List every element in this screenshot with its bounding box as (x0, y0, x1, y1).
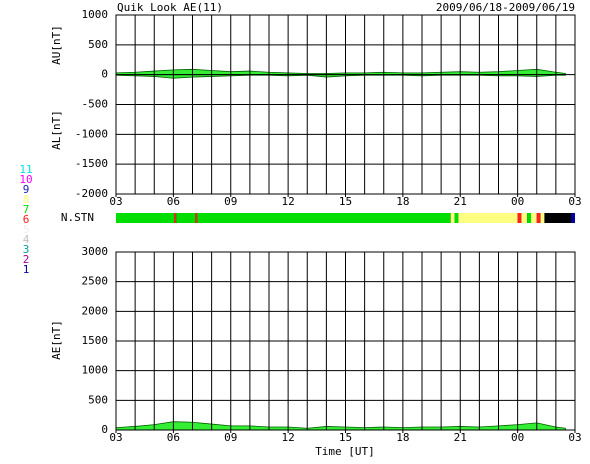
y-tick-label: 500 (88, 38, 108, 51)
station-segment (454, 213, 459, 223)
y-axis-label: AL[nT] (50, 110, 63, 150)
x-tick-label: 21 (454, 195, 467, 208)
legend-entry: 8 (23, 193, 30, 206)
legend-entry: 11 (19, 163, 32, 176)
x-tick-label: 06 (167, 431, 180, 444)
y-tick-label: 1500 (82, 334, 109, 347)
y-tick-label: 1000 (82, 364, 109, 377)
x-tick-label: 12 (282, 431, 295, 444)
y-axis-label: AE[nT] (50, 320, 63, 360)
station-segment (521, 213, 528, 223)
plot-frame (115, 251, 576, 431)
station-segment (176, 213, 196, 223)
station-segment (116, 213, 175, 223)
y-tick-label: 0 (101, 68, 108, 81)
station-segment (527, 213, 532, 223)
station-segment (517, 213, 522, 223)
x-tick-label: 03 (568, 195, 581, 208)
station-segment (531, 213, 537, 223)
legend-entry: 10 (19, 173, 32, 186)
station-segment (195, 213, 198, 223)
station-segment (540, 213, 545, 223)
station-segment (536, 213, 541, 223)
x-tick-label: 18 (396, 431, 409, 444)
strip-label: N.STN (61, 211, 94, 224)
x-axis-label: Time [UT] (315, 445, 375, 458)
y-tick-label: 1000 (82, 8, 109, 21)
y-tick-label: -2000 (75, 187, 108, 200)
x-tick-label: 06 (167, 195, 180, 208)
area (115, 74, 566, 79)
legend-entry: 3 (23, 243, 30, 256)
x-tick-label: 15 (339, 431, 352, 444)
x-tick-label: 18 (396, 195, 409, 208)
x-tick-label: 03 (109, 195, 122, 208)
area (115, 68, 566, 76)
legend-entry: 9 (23, 183, 30, 196)
date-range: 2009/06/18-2009/06/19 (436, 1, 575, 14)
station-segment (174, 213, 177, 223)
legend-entry: 7 (23, 203, 30, 216)
station-segment (571, 213, 575, 223)
station-segment (450, 213, 455, 223)
legend-entry: 1 (23, 263, 30, 276)
legend-entry: 2 (23, 253, 30, 266)
y-tick-label: -1500 (75, 157, 108, 170)
x-tick-label: 09 (224, 195, 237, 208)
station-segment (458, 213, 518, 223)
x-tick-label: 00 (511, 195, 524, 208)
y-tick-label: 3000 (82, 245, 109, 258)
legend-entry: 5 (23, 223, 30, 236)
y-tick-label: 500 (88, 393, 108, 406)
area (115, 421, 566, 431)
y-tick-label: 2500 (82, 275, 109, 288)
x-tick-label: 12 (282, 195, 295, 208)
x-tick-label: 03 (109, 431, 122, 444)
station-segment (197, 213, 451, 223)
y-tick-label: -1000 (75, 127, 108, 140)
x-tick-label: 21 (454, 431, 467, 444)
x-tick-label: 03 (568, 431, 581, 444)
x-tick-label: 15 (339, 195, 352, 208)
plot-frame (115, 14, 576, 195)
y-tick-label: -500 (82, 98, 109, 111)
y-tick-label: 0 (101, 423, 108, 436)
legend-entry: 4 (23, 233, 30, 246)
y-axis-label: AU[nT] (50, 25, 63, 65)
y-tick-label: 2000 (82, 304, 109, 317)
chart-title: Quik Look AE(11) (117, 1, 223, 14)
x-tick-label: 09 (224, 431, 237, 444)
x-tick-label: 00 (511, 431, 524, 444)
legend-entry: 6 (23, 213, 30, 226)
